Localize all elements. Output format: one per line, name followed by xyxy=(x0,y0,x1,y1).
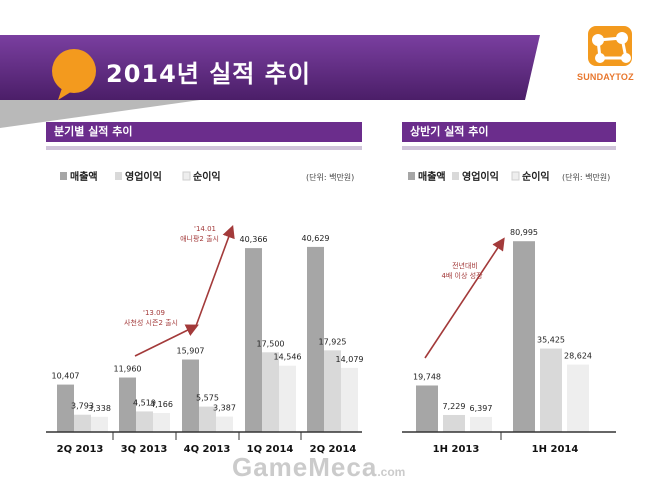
legend-label: 순이익 xyxy=(522,170,550,183)
bar xyxy=(307,246,324,432)
data-label: 6,397 xyxy=(470,404,493,413)
section-header-quarterly: 분기별 실적 추이 xyxy=(46,122,362,142)
bar xyxy=(57,384,74,432)
data-label: 5,575 xyxy=(196,394,219,403)
data-label: 14,546 xyxy=(274,353,302,362)
category-label: 4Q 2013 xyxy=(184,444,231,455)
bar xyxy=(216,416,233,432)
growth-arrow xyxy=(424,237,505,359)
sundaytoz-logo-icon xyxy=(588,26,632,66)
bar xyxy=(182,359,199,432)
legend-swatch xyxy=(60,172,67,180)
data-label: 35,425 xyxy=(537,336,565,345)
legend-swatch xyxy=(452,172,459,180)
bar xyxy=(262,352,279,432)
annotation-text: 애니팡2 출시 xyxy=(180,234,219,243)
legend-swatch xyxy=(408,172,415,180)
bar xyxy=(279,365,296,432)
data-label: 15,907 xyxy=(177,347,205,356)
bar xyxy=(74,414,91,432)
legend-swatch xyxy=(115,172,122,180)
bar xyxy=(513,241,535,432)
data-label: 3,387 xyxy=(213,404,236,413)
header-graphic xyxy=(0,0,660,128)
category-label: 2Q 2013 xyxy=(57,444,104,455)
banner-shadow xyxy=(0,100,200,128)
annotation-text: '13.09 xyxy=(143,309,165,317)
bar xyxy=(119,377,136,432)
watermark-suffix: .com xyxy=(377,465,406,479)
data-label: 10,407 xyxy=(52,372,80,381)
header: 2014년 실적 추이 SUNDAYTOZ xyxy=(0,0,660,128)
legend-label: 매출액 xyxy=(70,170,98,183)
category-label: 1H 2014 xyxy=(532,444,579,455)
title-banner xyxy=(0,35,540,100)
data-label: 17,925 xyxy=(319,337,347,346)
annotation-text: 전년대비 xyxy=(452,261,478,270)
bar xyxy=(416,385,438,432)
annotation-text: 4배 이상 성장 xyxy=(441,271,483,280)
data-label: 28,624 xyxy=(564,352,592,361)
page-title: 2014년 실적 추이 xyxy=(106,60,311,88)
unit-label: (단위: 백만원) xyxy=(562,172,610,182)
data-label: 3,338 xyxy=(88,404,111,413)
legend-label: 매출액 xyxy=(418,170,446,183)
category-label: 2Q 2014 xyxy=(310,444,357,455)
bar xyxy=(153,413,170,432)
bar xyxy=(199,406,216,432)
annotation-text: 사천성 시즌2 출시 xyxy=(124,318,178,327)
watermark-text: GameMeca xyxy=(232,452,378,482)
category-label: 1H 2013 xyxy=(433,444,480,455)
data-label: 80,995 xyxy=(510,228,538,237)
legend-swatch xyxy=(182,171,191,181)
data-label: 7,229 xyxy=(443,402,466,411)
section-underline-quarterly xyxy=(46,146,362,150)
bar xyxy=(136,411,153,432)
unit-label: (단위: 백만원) xyxy=(306,172,354,182)
bar xyxy=(341,367,358,432)
bar xyxy=(443,414,465,432)
legend-label: 영업이익 xyxy=(125,170,162,183)
category-label: 1Q 2014 xyxy=(247,444,294,455)
brand-name: SUNDAYTOZ xyxy=(577,72,634,82)
bar xyxy=(245,248,262,432)
data-label: 4,519 xyxy=(133,398,156,407)
speech-bubble-icon xyxy=(52,49,96,100)
section-header-halfyear: 상반기 실적 추이 xyxy=(402,122,616,142)
category-label: 3Q 2013 xyxy=(121,444,168,455)
legend-label: 영업이익 xyxy=(462,170,499,183)
legend-label: 순이익 xyxy=(193,170,221,183)
data-label: 14,079 xyxy=(336,355,364,364)
data-label: 4,166 xyxy=(150,400,173,409)
data-label: 3,793 xyxy=(71,402,94,411)
bar xyxy=(470,416,492,432)
data-label: 40,366 xyxy=(240,235,268,244)
section-underline-halfyear xyxy=(402,146,616,150)
watermark: GameMeca.com xyxy=(232,452,405,483)
bar xyxy=(91,416,108,432)
growth-arrow xyxy=(134,324,199,357)
annotation-text: '14.01 xyxy=(194,225,216,233)
data-label: 40,629 xyxy=(302,234,330,243)
data-label: 19,748 xyxy=(413,372,441,381)
legend-swatch xyxy=(511,171,520,181)
growth-arrow xyxy=(195,224,235,327)
data-label: 17,500 xyxy=(257,339,285,348)
bar xyxy=(540,348,562,432)
bar xyxy=(324,350,341,432)
data-label: 11,960 xyxy=(114,365,142,374)
bar xyxy=(567,364,589,432)
